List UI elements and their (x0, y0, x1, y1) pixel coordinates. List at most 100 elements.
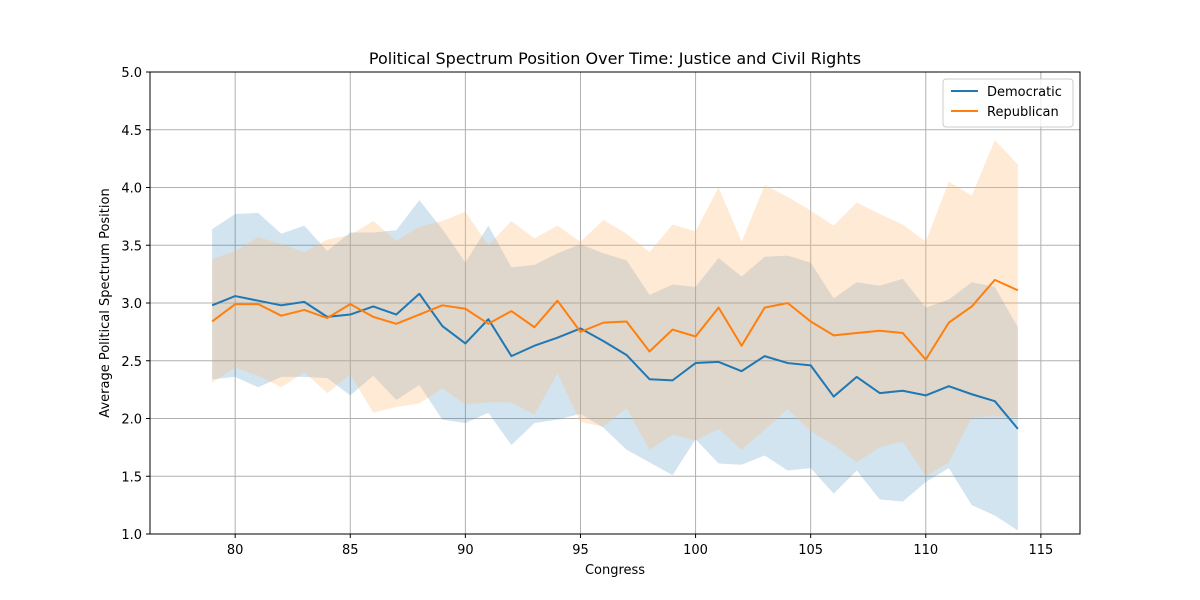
data-point-democratic (1017, 428, 1019, 430)
data-point-republican (487, 323, 489, 325)
data-point-republican (257, 303, 259, 305)
x-tick-label: 105 (798, 543, 823, 558)
data-point-democratic (602, 340, 604, 342)
data-point-democratic (971, 393, 973, 395)
data-point-republican (971, 305, 973, 307)
y-tick-label: 4.5 (121, 124, 142, 139)
data-point-democratic (718, 361, 720, 363)
y-tick-label: 4.0 (121, 182, 142, 197)
data-point-democratic (672, 379, 674, 381)
data-point-republican (234, 303, 236, 305)
x-tick-label: 100 (683, 543, 708, 558)
data-point-democratic (234, 295, 236, 297)
data-point-democratic (395, 314, 397, 316)
data-point-democratic (879, 392, 881, 394)
legend-label-democratic: Democratic (987, 85, 1062, 100)
data-point-republican (556, 300, 558, 302)
data-point-republican (994, 279, 996, 281)
data-point-republican (464, 308, 466, 310)
data-point-democratic (533, 345, 535, 347)
data-point-republican (879, 330, 881, 332)
x-tick-label: 115 (1028, 543, 1053, 558)
data-point-democratic (810, 364, 812, 366)
data-point-democratic (649, 378, 651, 380)
data-point-republican (349, 303, 351, 305)
series-lines (211, 278, 1019, 430)
band-democratic (212, 200, 1018, 531)
chart-title: Political Spectrum Position Over Time: J… (369, 49, 861, 68)
legend-label-republican: Republican (987, 105, 1059, 120)
data-point-democratic (303, 301, 305, 303)
data-point-democratic (741, 370, 743, 372)
data-point-democratic (418, 293, 420, 295)
data-point-republican (602, 322, 604, 324)
series-line-republican (211, 278, 1019, 361)
x-tick-label: 80 (227, 543, 244, 558)
data-point-republican (303, 309, 305, 311)
confidence-bands (212, 140, 1018, 531)
data-point-democratic (902, 390, 904, 392)
data-point-democratic (556, 337, 558, 339)
data-point-democratic (948, 385, 950, 387)
data-point-republican (787, 302, 789, 304)
data-point-republican (902, 332, 904, 334)
data-point-republican (626, 320, 628, 322)
data-point-republican (948, 322, 950, 324)
data-point-democratic (764, 355, 766, 357)
data-point-democratic (626, 354, 628, 356)
data-point-republican (533, 326, 535, 328)
data-point-republican (833, 334, 835, 336)
data-point-democratic (257, 300, 259, 302)
data-point-democratic (464, 342, 466, 344)
data-point-republican (925, 359, 927, 361)
data-point-republican (579, 331, 581, 333)
y-tick-label: 3.0 (121, 297, 142, 312)
data-point-republican (810, 320, 812, 322)
axis-ticks: 80 85 90 95 100 105 110 115 1.0 1.5 2.0 2.5 3.0 3.5 4.… (121, 66, 1053, 558)
y-tick-label: 3.5 (121, 239, 142, 254)
data-point-republican (395, 323, 397, 325)
x-tick-label: 85 (342, 543, 359, 558)
data-point-democratic (349, 314, 351, 316)
data-point-republican (441, 304, 443, 306)
y-tick-label: 2.5 (121, 355, 142, 370)
data-point-republican (326, 317, 328, 319)
x-tick-label: 110 (913, 543, 938, 558)
data-point-democratic (787, 362, 789, 364)
data-point-republican (418, 314, 420, 316)
data-point-democratic (441, 325, 443, 327)
series-line-democratic (211, 292, 1019, 430)
data-point-republican (510, 310, 512, 312)
data-point-republican (718, 307, 720, 309)
y-tick-label: 1.0 (121, 528, 142, 543)
data-point-democratic (833, 396, 835, 398)
data-point-republican (1017, 289, 1019, 291)
data-point-democratic (695, 362, 697, 364)
data-point-democratic (925, 394, 927, 396)
data-point-republican (280, 315, 282, 317)
x-tick-label: 95 (572, 543, 589, 558)
data-point-democratic (487, 318, 489, 320)
data-point-republican (672, 329, 674, 331)
x-tick-label: 90 (457, 543, 474, 558)
y-axis-label: Average Political Spectrum Position (98, 188, 113, 417)
data-point-democratic (372, 305, 374, 307)
data-point-republican (856, 332, 858, 334)
x-axis-label: Congress (585, 563, 645, 578)
y-tick-label: 1.5 (121, 470, 142, 485)
data-point-democratic (510, 355, 512, 357)
y-tick-label: 5.0 (121, 66, 142, 81)
data-point-democratic (856, 376, 858, 378)
band-republican (212, 140, 1018, 477)
data-point-democratic (994, 400, 996, 402)
data-point-republican (695, 336, 697, 338)
data-point-republican (211, 320, 213, 322)
data-point-democratic (211, 304, 213, 306)
data-point-republican (741, 345, 743, 347)
data-point-republican (764, 307, 766, 309)
data-point-democratic (579, 327, 581, 329)
data-point-democratic (280, 304, 282, 306)
data-point-republican (649, 351, 651, 353)
